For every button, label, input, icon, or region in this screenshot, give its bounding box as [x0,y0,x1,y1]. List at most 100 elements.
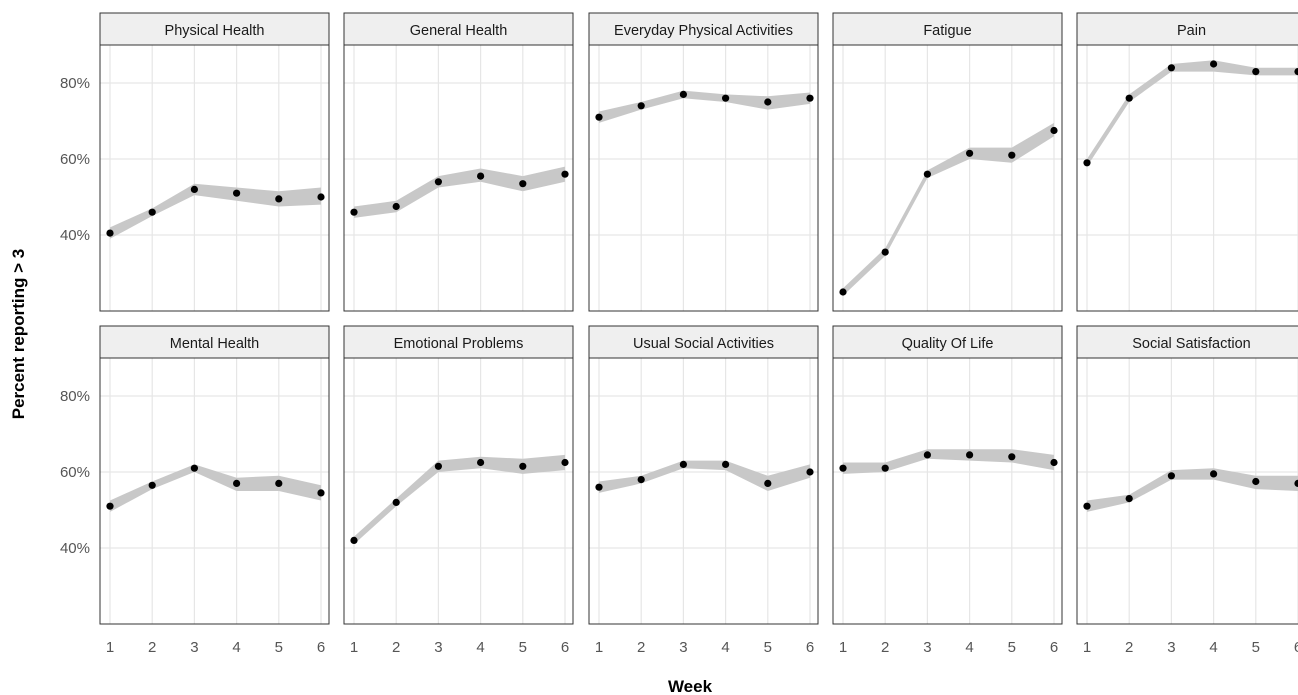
data-point [350,536,358,545]
x-tick-label: 4 [1209,639,1217,656]
x-tick-label: 1 [106,639,114,656]
data-point [722,460,730,468]
facet-panel: Emotional Problems [343,325,574,625]
x-tick-label: 4 [721,639,729,656]
data-point [1008,151,1016,159]
panel-border [588,44,819,312]
data-point [1125,495,1133,503]
facet-title: Pain [1177,23,1206,39]
x-tick-label: 5 [275,639,283,656]
panels-group: Physical Health General Health Everyday Ph… [99,12,1298,625]
data-point [477,458,485,467]
data-point [275,479,283,487]
data-point [637,102,645,110]
x-axis-title: Week [668,677,713,695]
panel-border [99,357,330,625]
data-point [1167,472,1175,480]
data-point [923,170,932,178]
confidence-band [354,454,565,545]
x-tick-label: 3 [1167,639,1175,656]
data-point [317,193,325,201]
y-tick-label: 60% [60,151,90,168]
data-point [764,98,772,106]
facet-strip [1076,325,1298,359]
x-tick-label: 1 [350,639,358,656]
facet-panel: Everyday Physical Activities [588,12,819,312]
facet-title: Physical Health [165,23,265,39]
facet-title: Emotional Problems [394,336,524,352]
data-point [1050,126,1058,135]
facet-panel: Mental Health [99,325,330,625]
x-tick-label: 5 [1008,639,1016,656]
data-point [637,476,645,484]
facet-panel: General Health [343,12,574,312]
y-tick-label: 40% [60,540,90,557]
panel-border [343,357,574,625]
facet-panel: Quality Of Life [832,325,1063,625]
data-point [806,468,814,476]
x-tick-label: 2 [637,639,645,656]
data-point [722,94,730,102]
data-point [392,498,400,506]
facet-strip [588,12,819,46]
x-tick-label: 3 [190,639,198,656]
facet-panel: Fatigue [832,12,1063,312]
panel-border [588,357,819,625]
confidence-band [354,166,565,218]
data-point [1210,60,1218,68]
x-tick-label: 6 [806,639,814,656]
facet-title: Fatigue [923,23,971,39]
x-tick-label: 4 [232,639,240,656]
data-point [434,178,442,186]
y-tick-label: 80% [60,388,90,405]
data-point [233,189,241,197]
panel-border [832,357,1063,625]
x-tick-label: 1 [839,639,847,656]
confidence-band [1087,60,1298,167]
data-point [1083,502,1091,510]
x-tick-label: 4 [476,639,484,656]
panel-border [1076,44,1298,312]
facet-panel: Social Satisfaction [1076,325,1298,625]
data-point [1167,64,1175,72]
x-tick-label: 2 [881,639,889,656]
data-point [881,464,889,472]
x-tick-label: 3 [923,639,931,656]
data-point [1008,453,1016,461]
data-point [1252,477,1260,486]
confidence-band [110,183,321,239]
y-axis-title: Percent reporting > 3 [9,249,28,420]
x-tick-label: 6 [1294,639,1298,656]
facet-title: Social Satisfaction [1132,336,1250,352]
facet-strip [343,325,574,359]
facet-strip [99,325,330,359]
data-point [519,462,527,470]
data-point [1294,68,1298,76]
data-point [1210,470,1218,478]
data-point [519,180,527,188]
data-point [148,208,156,216]
facet-title: Everyday Physical Activities [614,23,793,39]
data-point [1083,159,1091,167]
data-point [679,90,688,98]
data-point [477,172,485,180]
data-point [190,185,198,193]
x-tick-label: 1 [595,639,603,656]
data-point [233,479,241,487]
x-tick-label: 6 [1050,639,1058,656]
facet-panel: Physical Health [99,12,330,312]
x-tick-label: 4 [965,639,973,656]
x-tick-label: 3 [679,639,687,656]
data-point [806,94,814,102]
data-point [966,149,974,157]
data-point [1125,94,1133,102]
x-tick-label: 1 [1083,639,1091,656]
facet-strip [832,325,1063,359]
confidence-band [599,460,810,493]
data-point [434,462,442,470]
data-point [839,464,847,472]
x-tick-label: 2 [1125,639,1133,656]
confidence-band [1087,468,1298,512]
facet-panel: Usual Social Activities [588,325,819,625]
